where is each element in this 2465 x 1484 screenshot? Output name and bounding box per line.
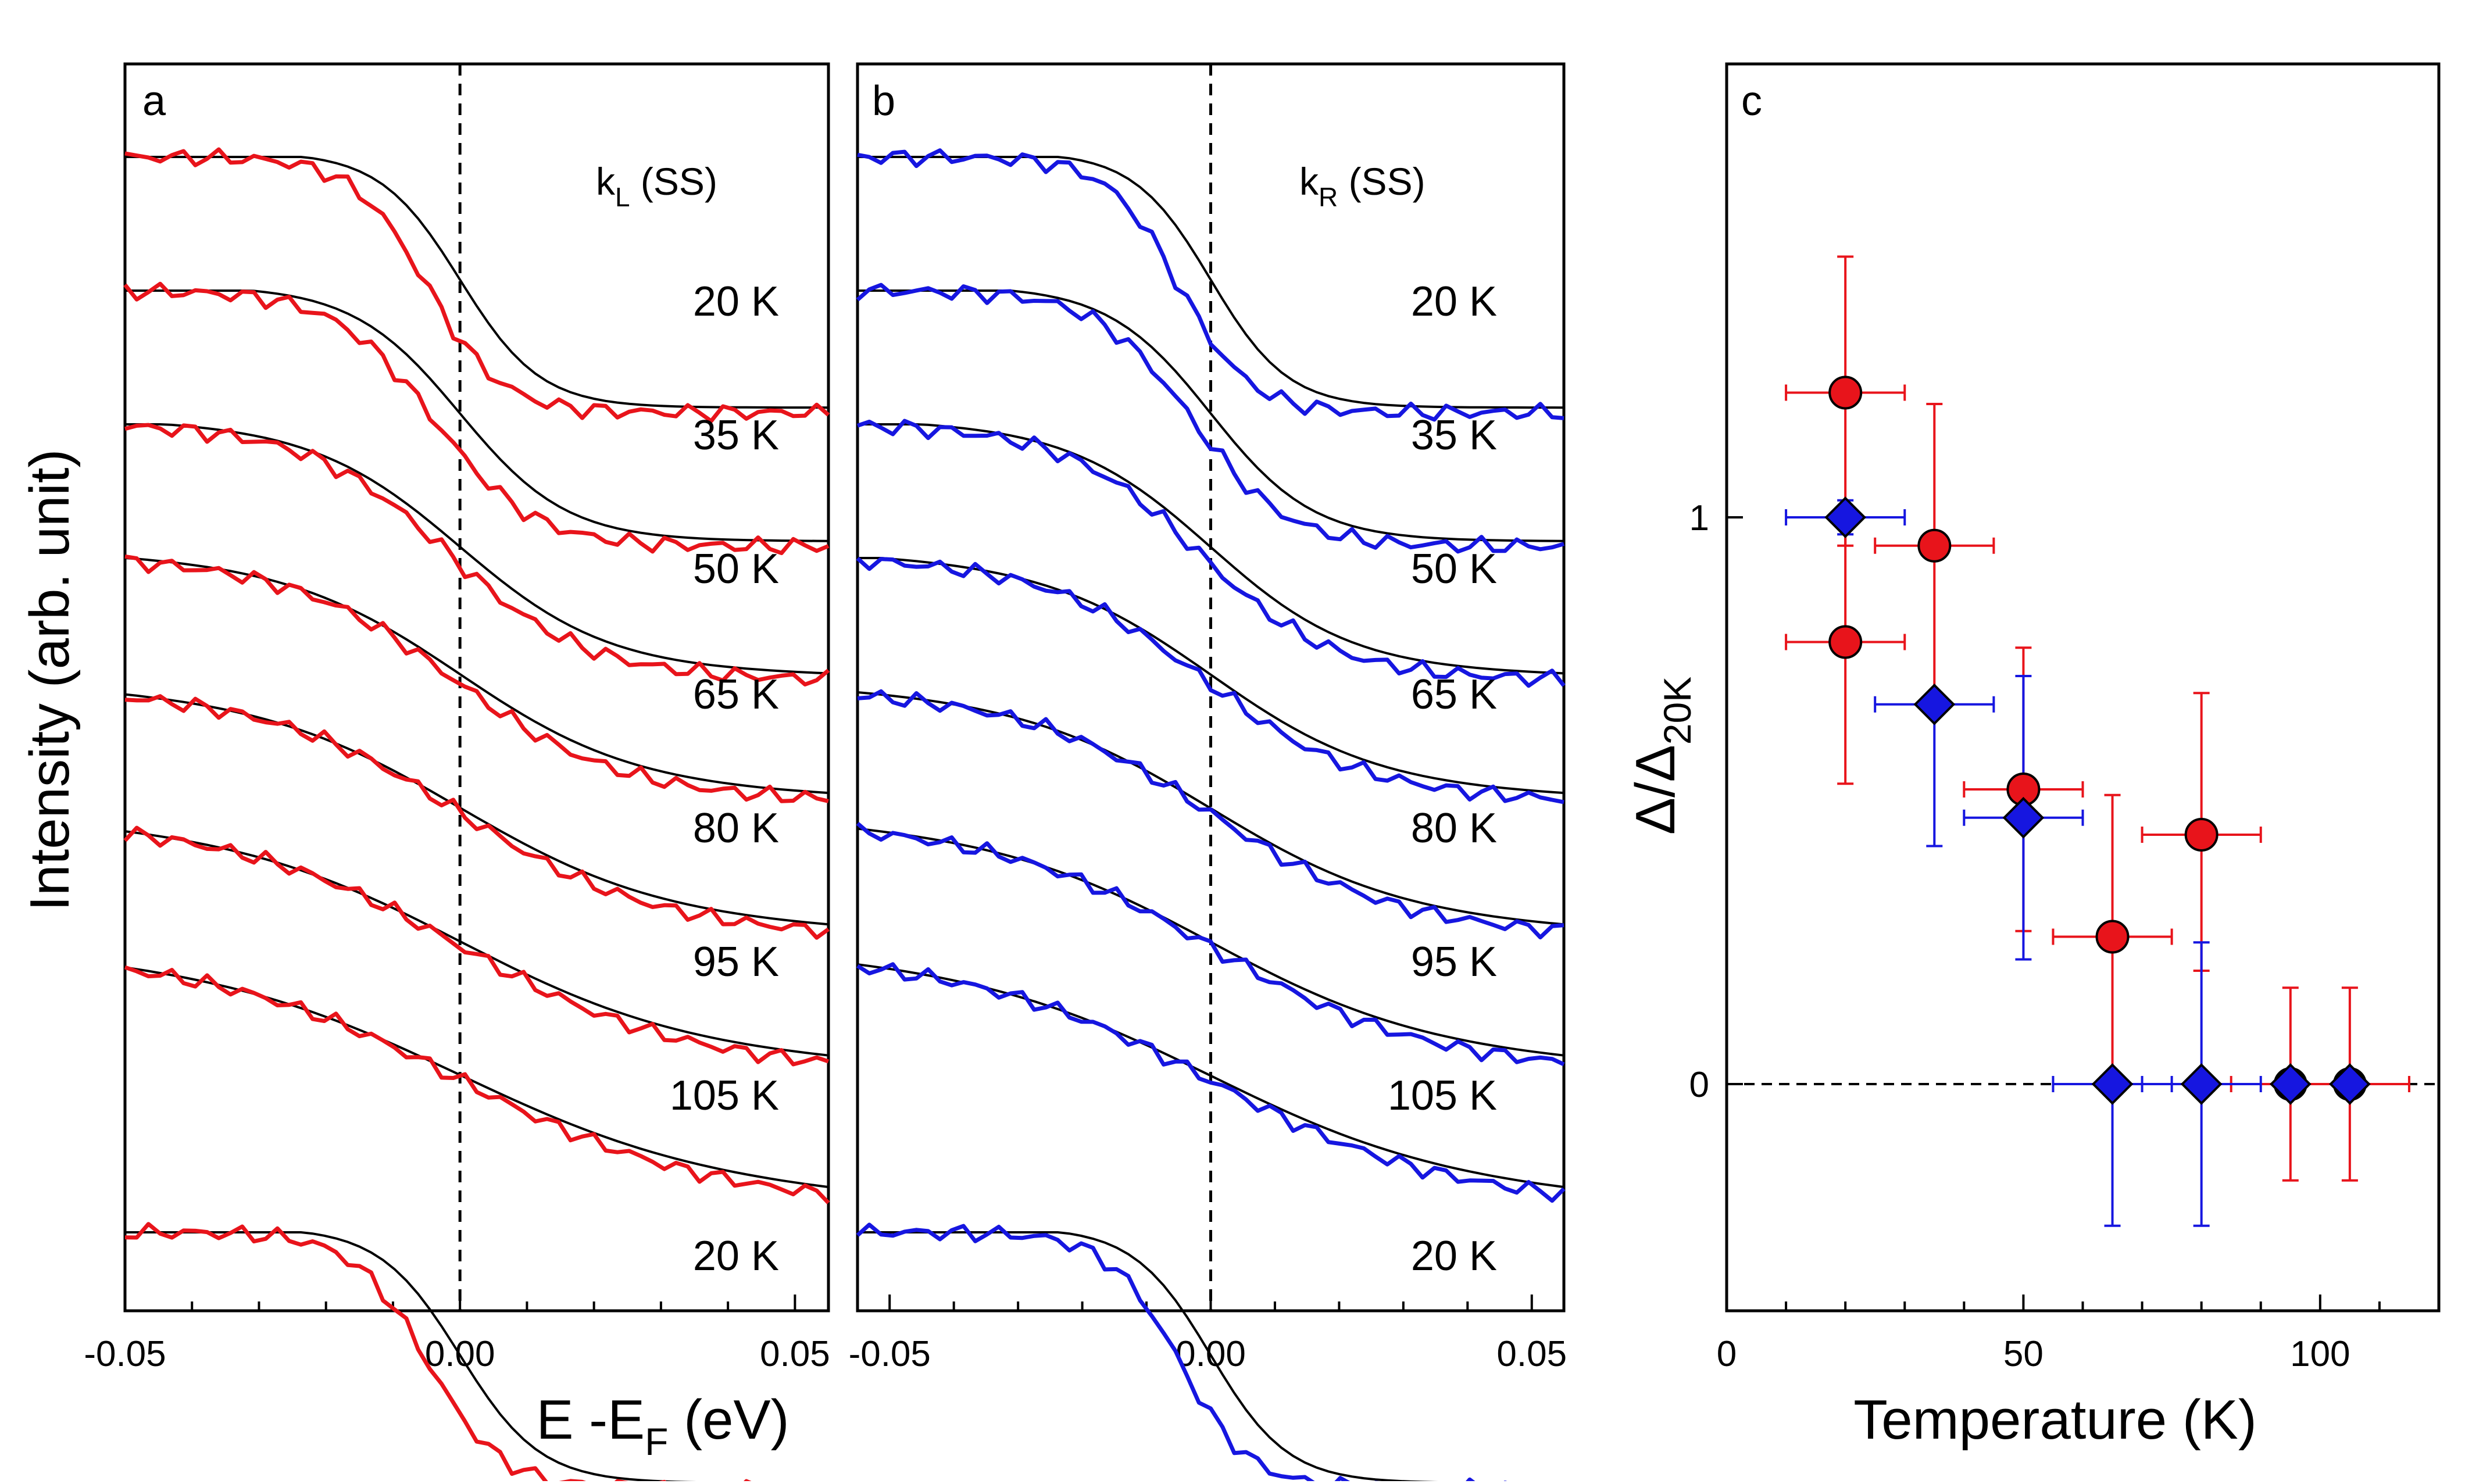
panel-c-letter: c — [1741, 78, 1762, 124]
x-tick-label: 0.05 — [760, 1334, 830, 1374]
panel-c-y-axis-title-main: Δ/Δ — [1624, 745, 1687, 835]
edc-data-curve — [856, 821, 1565, 1067]
temperature-label: 35 K — [693, 412, 779, 459]
temperature-label: 20 K — [1411, 1233, 1497, 1279]
panel-a-title-suffix: (SS) — [630, 160, 717, 203]
panel-b-title-main: k — [1299, 160, 1319, 203]
edc-data-curve — [856, 962, 1566, 1203]
temperature-label: 105 K — [670, 1072, 779, 1119]
panel-c-gap-vs-temperature: c Temperature (K) Δ/Δ20K 0 50 100 0 1 — [1624, 62, 2441, 1451]
data-point-circle — [1828, 625, 1863, 659]
data-point-diamond — [2091, 1063, 2134, 1105]
y-axis-title-intensity: Intensity (arb. unit) — [19, 449, 81, 911]
temperature-label: 80 K — [693, 805, 779, 852]
temperature-label: 65 K — [1411, 671, 1497, 718]
panel-b-title: kR (SS) — [1299, 160, 1426, 212]
temperature-label: 95 K — [1411, 939, 1497, 985]
panel-frame — [1725, 62, 2441, 1313]
panel-b-letter: b — [872, 78, 895, 124]
temperature-label: 20 K — [693, 278, 779, 325]
edc-data-curve — [857, 148, 1564, 422]
panel-c-y-axis-title-sub: 20K — [1656, 677, 1699, 745]
edc-data-curve — [124, 965, 830, 1204]
temperature-label: 35 K — [1411, 412, 1497, 459]
edc-data-curve — [123, 825, 830, 1067]
x-tick-label: 0 — [1717, 1334, 1737, 1374]
edc-data-curve — [856, 1222, 1564, 1484]
x-axis-title-suffix: (eV) — [669, 1389, 789, 1451]
y-tick-label: 0 — [1689, 1065, 1709, 1105]
data-point-diamond — [2269, 1063, 2312, 1105]
edc-data-curve — [124, 1222, 797, 1484]
edc-data-curve — [856, 283, 1564, 554]
fit-curve — [124, 557, 829, 795]
temperature-label: 20 K — [1411, 278, 1497, 325]
temperature-label: 95 K — [693, 939, 779, 985]
x-tick-label: 0.05 — [1496, 1334, 1567, 1374]
data-point-diamond — [1913, 683, 1956, 725]
x-axis-title-sub: F — [645, 1420, 668, 1463]
x-tick-label: -0.05 — [849, 1334, 931, 1374]
temperature-label: 50 K — [1411, 546, 1497, 592]
fit-curve — [858, 557, 1564, 795]
panel-a-title: kL (SS) — [596, 160, 717, 212]
panel-frame — [123, 62, 830, 1313]
edc-data-curve — [124, 694, 830, 940]
panel-b-title-sub: R — [1319, 182, 1338, 212]
data-point-diamond — [2329, 1063, 2371, 1105]
data-point-diamond — [1824, 496, 1866, 538]
edc-data-curve — [124, 554, 829, 803]
fit-curve — [858, 423, 1564, 675]
panel-c-y-axis-title: Δ/Δ20K — [1624, 677, 1699, 835]
data-point-circle — [1828, 376, 1863, 410]
x-tick-label: -0.05 — [84, 1334, 166, 1374]
data-point-diamond — [2180, 1063, 2223, 1105]
edc-data-curve — [123, 281, 830, 555]
edc-data-curve — [857, 689, 1564, 940]
fit-curve — [125, 423, 829, 675]
fit-curve — [124, 830, 829, 1057]
x-tick-label: 100 — [2290, 1334, 2350, 1374]
x-axis-title-main: E -E — [536, 1389, 645, 1451]
edc-data-curve — [856, 419, 1566, 688]
temperature-label: 65 K — [693, 671, 779, 718]
data-point-diamond — [2002, 796, 2045, 839]
x-tick-label: 50 — [2003, 1334, 2044, 1374]
data-point-circle — [2095, 920, 2130, 954]
panel-a-letter: a — [142, 78, 166, 124]
data-point-circle — [2184, 818, 2218, 852]
fit-curve — [125, 156, 829, 409]
panel-c-x-axis-title: Temperature (K) — [1853, 1389, 2257, 1451]
edc-data-curve — [124, 147, 830, 423]
temperature-label: 50 K — [693, 546, 779, 592]
temperature-label: 20 K — [693, 1233, 779, 1279]
panel-a-title-sub: L — [615, 182, 630, 212]
panel-b-title-suffix: (SS) — [1338, 160, 1425, 203]
y-tick-label: 1 — [1689, 498, 1709, 538]
temperature-label: 80 K — [1411, 805, 1497, 852]
data-point-circle — [1917, 528, 1952, 563]
x-axis-title-energy: E -EF (eV) — [536, 1389, 789, 1463]
edc-data-curve — [856, 556, 1564, 804]
panel-a-title-main: k — [596, 160, 616, 203]
edc-data-curve — [124, 423, 830, 686]
temperature-label: 105 K — [1388, 1072, 1497, 1119]
